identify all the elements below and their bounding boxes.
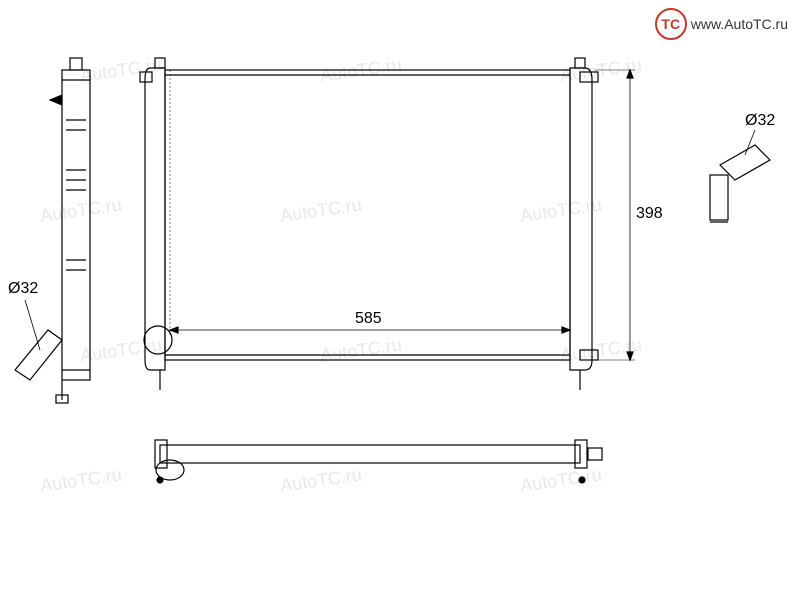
dim-dia-left-label: Ø32	[8, 280, 38, 298]
dim-width-label: 585	[355, 310, 382, 328]
dim-height-label: 398	[636, 205, 663, 223]
technical-drawing	[0, 0, 800, 600]
dim-dia-right-label: Ø32	[745, 112, 775, 130]
